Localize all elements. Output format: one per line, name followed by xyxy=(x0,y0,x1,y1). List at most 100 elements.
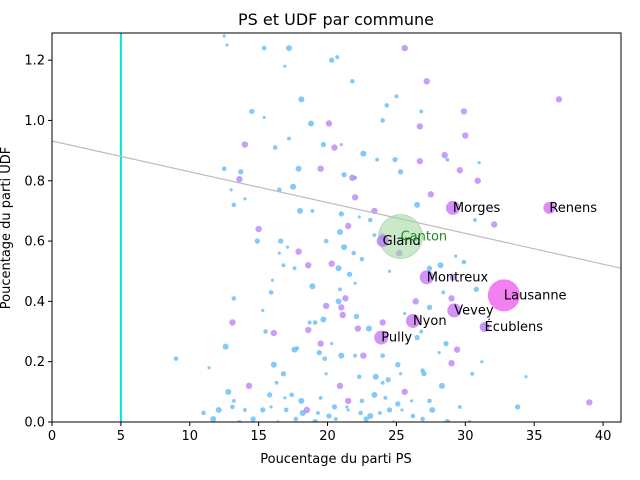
data-point-small xyxy=(367,217,373,223)
data-point-small xyxy=(289,392,295,398)
data-point-medium xyxy=(453,346,461,353)
data-point-small xyxy=(238,169,244,175)
data-point-small xyxy=(283,407,289,413)
data-point-small xyxy=(231,202,237,208)
data-point-small xyxy=(267,392,273,398)
data-point-small xyxy=(372,233,377,237)
data-point-small xyxy=(215,406,222,413)
data-point-small xyxy=(230,404,235,410)
data-point-small xyxy=(356,374,362,380)
y-tick-label: 0.2 xyxy=(24,355,45,370)
data-point-small xyxy=(281,263,286,268)
data-point-medium xyxy=(342,295,349,302)
data-point-small xyxy=(421,371,427,377)
data-point-small xyxy=(315,411,320,415)
data-point-small xyxy=(173,356,179,361)
labeled-point-gland xyxy=(376,235,389,248)
point-label-canton: Canton xyxy=(401,230,448,245)
point-label-nyon: Nyon xyxy=(413,314,447,329)
y-tick-label: 0.0 xyxy=(24,416,45,431)
data-point-medium xyxy=(305,326,312,334)
x-tick-label: 15 xyxy=(250,429,267,444)
data-point-medium xyxy=(427,191,435,198)
data-point-medium xyxy=(338,304,345,311)
data-point-small xyxy=(337,287,342,292)
data-point-small xyxy=(445,157,450,162)
data-point-small xyxy=(308,120,315,127)
data-point-medium xyxy=(448,295,455,302)
data-point-small xyxy=(338,211,344,217)
data-point-small xyxy=(231,296,237,301)
data-point-medium xyxy=(328,260,335,267)
data-point-small xyxy=(380,353,385,358)
data-point-small xyxy=(225,43,229,47)
regression-line xyxy=(52,140,621,269)
data-point-small xyxy=(394,94,399,99)
x-tick-label: 40 xyxy=(595,429,612,444)
data-point-medium xyxy=(345,222,352,230)
point-label-montreux: Montreux xyxy=(427,270,489,285)
data-point-small xyxy=(398,372,403,376)
data-point-small xyxy=(285,245,290,249)
data-point-medium xyxy=(345,397,352,405)
data-point-small xyxy=(473,218,477,222)
plot-marks xyxy=(52,33,621,422)
data-point-small xyxy=(409,399,414,403)
data-point-small xyxy=(400,408,404,412)
data-point-small xyxy=(295,346,300,351)
data-point-small xyxy=(360,150,367,157)
data-point-small xyxy=(414,334,420,341)
data-point-medium xyxy=(412,298,419,305)
data-point-small xyxy=(272,145,278,150)
data-point-small xyxy=(338,352,345,359)
data-point-small xyxy=(298,96,305,103)
data-point-small xyxy=(268,290,274,295)
x-tick-label: 0 xyxy=(48,429,56,444)
data-point-small xyxy=(201,410,206,416)
data-point-small xyxy=(367,412,374,419)
data-point-medium xyxy=(460,108,468,115)
y-tick-label: 0.4 xyxy=(24,295,45,310)
data-point-small xyxy=(295,165,302,172)
data-point-small xyxy=(351,250,357,256)
data-point-small xyxy=(403,311,407,316)
data-point-small xyxy=(330,341,334,346)
data-point-small xyxy=(320,141,327,148)
labeled-point-montreux xyxy=(419,270,434,285)
data-point-small xyxy=(353,281,357,285)
data-point-small xyxy=(426,265,433,271)
x-axis-title: Poucentage du parti PS xyxy=(260,452,412,467)
data-point-small xyxy=(261,45,267,51)
data-point-small xyxy=(353,313,360,320)
data-point-small xyxy=(263,329,268,334)
data-point-medium xyxy=(270,329,278,337)
data-point-medium xyxy=(241,141,249,148)
data-point-small xyxy=(524,375,528,379)
data-point-small xyxy=(345,405,349,409)
data-point-small xyxy=(312,320,318,325)
data-point-small xyxy=(331,404,338,410)
x-tick-label: 30 xyxy=(457,429,474,444)
data-point-small xyxy=(385,377,391,383)
y-tick-label: 1.0 xyxy=(24,114,45,129)
data-point-small xyxy=(296,207,303,214)
labeled-point-morges xyxy=(445,200,460,215)
data-point-small xyxy=(307,320,312,325)
data-point-small xyxy=(429,406,436,413)
y-axis: 0.0 0.2 0.4 0.6 0.8 1.0 1.2 xyxy=(24,54,52,431)
point-labels: Lausanne Renens Morges Gland Montreux Vevey Ny… xyxy=(381,201,597,346)
canton-point xyxy=(378,214,423,259)
data-point-small xyxy=(292,266,297,271)
data-point-small xyxy=(320,316,327,323)
data-point-medium xyxy=(423,78,430,85)
data-point-small xyxy=(225,388,232,395)
data-point-small xyxy=(359,398,365,404)
data-point-small xyxy=(316,349,322,356)
data-point-small xyxy=(318,395,323,400)
data-point-medium xyxy=(305,261,312,269)
labeled-point-lausanne xyxy=(487,279,520,312)
point-label-morges: Morges xyxy=(453,201,501,216)
data-point-medium xyxy=(339,311,346,319)
data-point-small xyxy=(283,396,287,400)
data-point-small xyxy=(438,382,445,389)
